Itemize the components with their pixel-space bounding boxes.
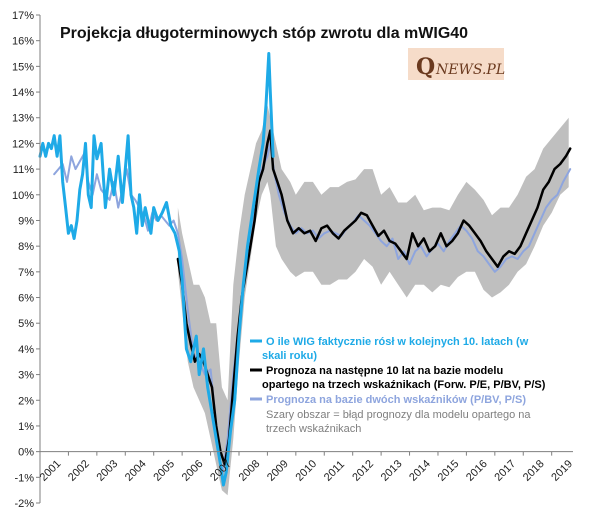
y-tick-label: -2% (14, 498, 34, 510)
logo: Q NEWS.PL (408, 48, 505, 80)
y-tick-label: 15% (12, 61, 34, 73)
logo-text: NEWS.PL (435, 62, 505, 78)
y-tick-label: 14% (12, 87, 34, 99)
plot-area (38, 52, 572, 496)
legend-band-label: Szary obszar = błąd prognozy dla modelu … (266, 409, 531, 421)
y-tick-label: 3% (18, 370, 34, 382)
y-tick-label: 2% (18, 395, 34, 407)
error-band (177, 104, 569, 496)
legend-label-1: opartego na trzech wskaźnikach (Forw. P/… (262, 379, 546, 391)
series-line-0 (38, 52, 275, 487)
logo-text-q: Q (416, 54, 435, 80)
y-tick-label: 7% (18, 267, 34, 279)
legend: O ile WIG faktycznie rósł w kolejnych 10… (250, 336, 546, 435)
y-tick-label: 8% (18, 241, 34, 253)
y-tick-label: -1% (14, 472, 34, 484)
y-tick-label: 6% (18, 293, 34, 305)
series-line-1 (176, 129, 572, 466)
logo-background (408, 48, 504, 80)
y-tick-label: 11% (13, 164, 34, 176)
y-tick-label: 16% (12, 36, 34, 48)
y-tick-label: 10% (12, 190, 34, 202)
y-tick-label: 13% (12, 113, 34, 125)
y-tick-label: 12% (12, 138, 34, 150)
legend-label-0: skali roku) (262, 350, 317, 362)
y-tick-label: 0% (18, 447, 34, 459)
y-tick-label: 4% (18, 344, 34, 356)
y-tick-label: 5% (18, 318, 34, 330)
y-tick-label: 17% (12, 10, 34, 22)
chart-title: Projekcja długoterminowych stóp zwrotu d… (60, 25, 468, 42)
legend-label-0: O ile WIG faktycznie rósł w kolejnych 10… (266, 336, 529, 348)
legend-label-2: Prognoza na bazie dwóch wskaźników (P/BV… (266, 394, 526, 406)
legend-label-1: Prognoza na następne 10 lat na bazie mod… (266, 365, 503, 377)
legend-band-label: trzech wskaźnikach (266, 423, 361, 435)
y-tick-label: 9% (18, 215, 34, 227)
y-tick-label: 1% (18, 421, 34, 433)
